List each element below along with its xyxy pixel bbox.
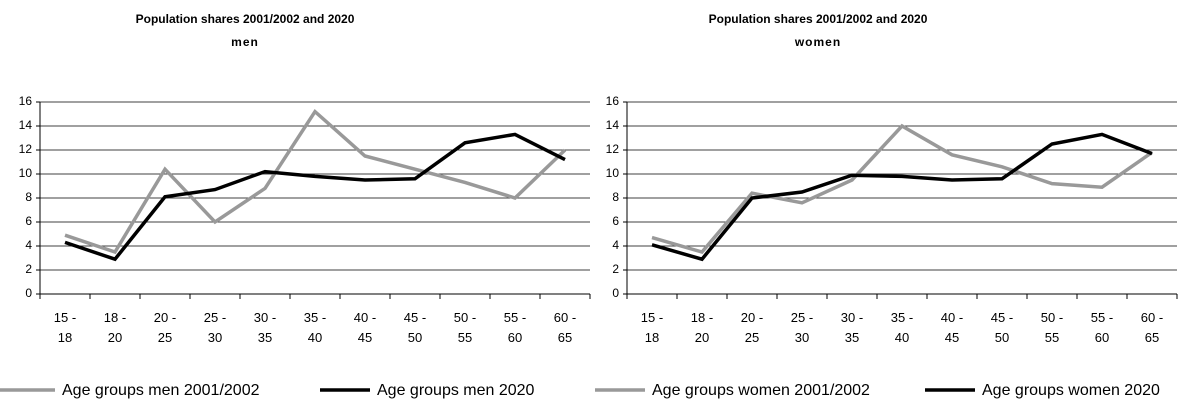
y-tick-label: 12	[19, 142, 33, 156]
legend-label: Age groups women 2001/2002	[652, 382, 870, 399]
x-tick-label: 18 - 20	[690, 310, 714, 345]
y-tick-label: 4	[25, 238, 32, 252]
y-tick-label: 16	[19, 94, 33, 108]
y-tick-label: 6	[612, 214, 619, 228]
x-tick-label: 60 - 65	[553, 310, 577, 345]
x-tick-label: 35 - 40	[890, 310, 914, 345]
x-tick-label: 60 - 65	[1140, 310, 1164, 345]
x-tick-label: 50 - 55	[1040, 310, 1064, 345]
x-tick-label: 45 - 50	[990, 310, 1014, 345]
y-tick-label: 10	[19, 166, 33, 180]
x-tick-label: 15 - 18	[640, 310, 664, 345]
x-tick-label: 50 - 55	[453, 310, 477, 345]
y-tick-label: 0	[25, 286, 32, 300]
y-tick-label: 14	[19, 118, 33, 132]
chart-title: Population shares 2001/2002 and 2020	[709, 12, 928, 26]
x-tick-label: 18 - 20	[103, 310, 127, 345]
chart-subtitle: women	[794, 35, 841, 49]
y-tick-label: 0	[612, 286, 619, 300]
legend-label: Age groups men 2001/2002	[62, 382, 260, 399]
x-tick-label: 30 - 35	[840, 310, 864, 345]
legend-label: Age groups men 2020	[377, 382, 535, 399]
x-tick-label: 25 - 30	[203, 310, 227, 345]
x-tick-label: 35 - 40	[303, 310, 327, 345]
x-tick-label: 40 - 45	[940, 310, 964, 345]
x-tick-label: 25 - 30	[790, 310, 814, 345]
x-tick-label: 45 - 50	[403, 310, 427, 345]
y-tick-label: 14	[606, 118, 620, 132]
y-tick-label: 8	[612, 190, 619, 204]
chart-title: Population shares 2001/2002 and 2020	[136, 12, 355, 26]
x-tick-label: 55 - 60	[503, 310, 527, 345]
y-tick-label: 6	[25, 214, 32, 228]
data-line	[64, 108, 567, 255]
legend-label: Age groups women 2020	[982, 382, 1160, 399]
data-line	[651, 132, 1153, 262]
chart-subtitle: men	[231, 35, 259, 49]
x-tick-label: 30 - 35	[253, 310, 277, 345]
y-tick-label: 8	[25, 190, 32, 204]
x-tick-label: 20 - 25	[740, 310, 764, 345]
y-tick-label: 4	[612, 238, 619, 252]
x-tick-label: 40 - 45	[353, 310, 377, 345]
x-tick-label: 20 - 25	[153, 310, 177, 345]
y-tick-label: 16	[606, 94, 620, 108]
y-tick-label: 2	[612, 262, 619, 276]
data-line	[651, 123, 1153, 254]
y-tick-label: 12	[606, 142, 620, 156]
y-tick-label: 10	[606, 166, 620, 180]
x-tick-label: 55 - 60	[1090, 310, 1114, 345]
y-tick-label: 2	[25, 262, 32, 276]
data-line	[64, 132, 566, 262]
x-tick-label: 15 - 18	[53, 310, 77, 345]
